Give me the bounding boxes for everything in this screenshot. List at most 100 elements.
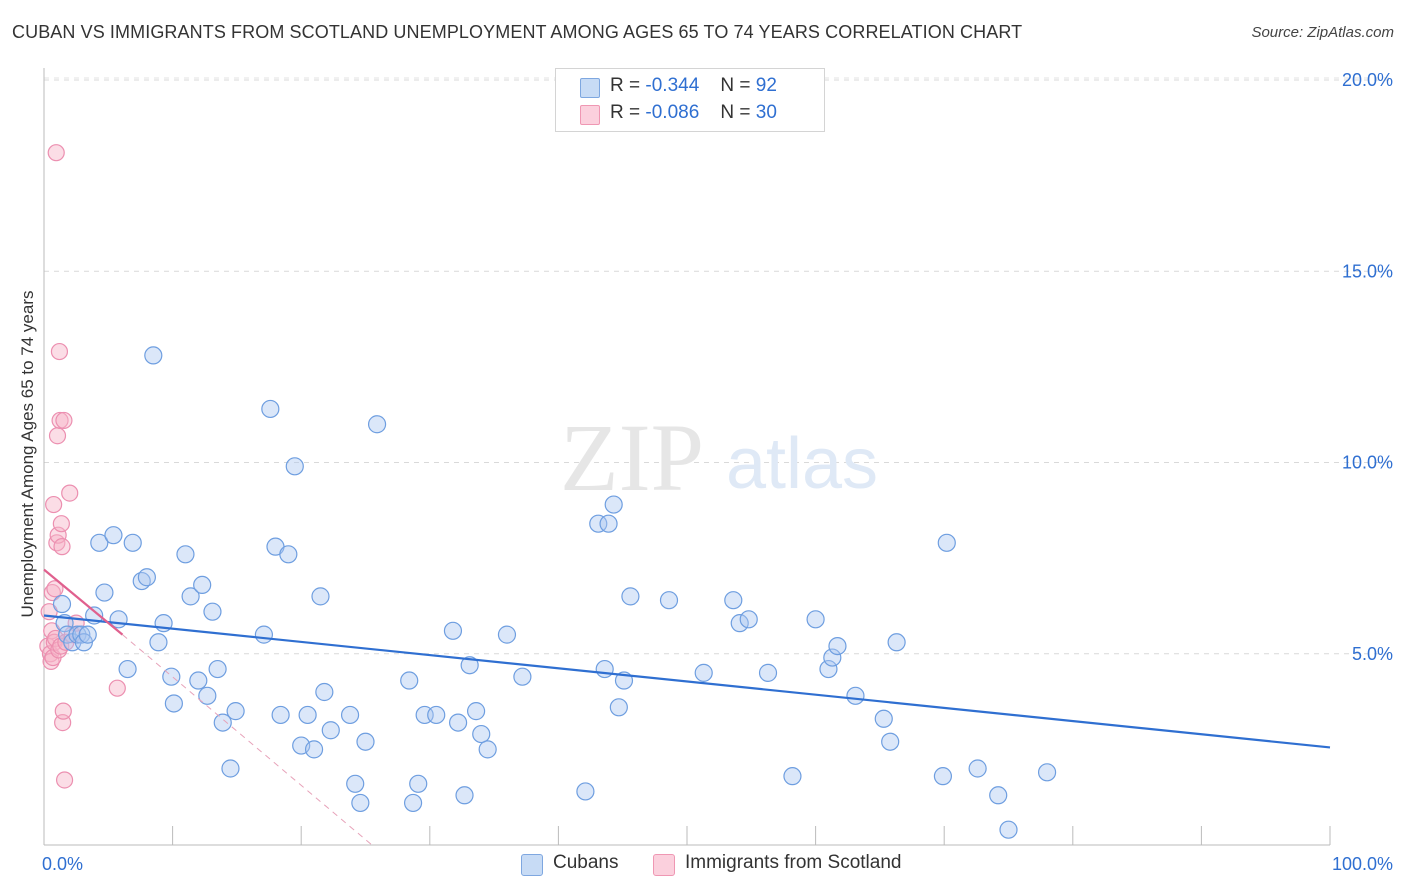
scotland-point	[52, 515, 70, 533]
cubans-point	[403, 793, 423, 813]
cubans-point	[95, 583, 114, 602]
cubans-point	[819, 659, 838, 679]
x-tick-label-max: 100.0%	[1332, 854, 1393, 874]
cubans-point	[783, 767, 802, 786]
cubans-point	[137, 568, 156, 587]
cubans-point	[828, 636, 847, 656]
cubans-point	[279, 545, 298, 564]
cubans-point	[118, 659, 137, 679]
cubans-point	[78, 625, 97, 644]
cubans-point	[739, 610, 758, 629]
cubans-point	[189, 671, 208, 690]
scotland-point	[48, 427, 67, 445]
cubans-point	[321, 721, 340, 740]
cubans-point	[513, 667, 532, 686]
cubans-point	[52, 594, 72, 614]
scotland-point	[61, 484, 79, 502]
bottom-legend-swatch-cubans	[521, 854, 543, 876]
cubans-trend-line	[43, 614, 1331, 749]
watermark: ZIP atlas	[560, 404, 878, 511]
cubans-point	[104, 526, 123, 545]
legend-n-label: N =	[720, 102, 751, 123]
cubans-point	[90, 533, 109, 552]
source-label: Source: ZipAtlas.com	[1251, 24, 1394, 41]
watermark-zip: ZIP	[560, 404, 704, 511]
legend-r-value: -0.344	[645, 75, 700, 96]
cubans-point	[455, 786, 474, 805]
cubans-point	[400, 671, 419, 690]
cubans-point	[203, 602, 222, 621]
scotland-point	[53, 538, 71, 556]
series-scotland-points	[39, 144, 126, 789]
bottom-legend-label-scotland: Immigrants from Scotland	[685, 852, 902, 873]
cubans-point	[887, 633, 906, 652]
cubans-point	[340, 705, 360, 725]
cubans-point	[198, 686, 217, 705]
cubans-point	[367, 415, 387, 434]
cubans-point	[285, 457, 304, 476]
cubans-point	[221, 759, 240, 778]
cubans-point	[346, 774, 365, 793]
cubans-point	[271, 705, 290, 725]
cubans-point	[304, 740, 324, 759]
cubans-point	[933, 767, 953, 786]
cubans-point	[999, 820, 1018, 839]
cubans-point	[881, 732, 900, 751]
cubans-point	[123, 533, 142, 552]
cubans-point	[595, 659, 614, 679]
y-axis-label: Unemployment Among Ages 65 to 74 years	[18, 290, 37, 618]
cubans-point	[621, 587, 640, 606]
cubans-point	[576, 782, 595, 801]
cubans-point	[311, 587, 330, 606]
scotland-point	[55, 771, 74, 789]
cubans-point	[356, 732, 375, 751]
cubans-point	[164, 694, 183, 713]
legend-r-value: -0.086	[645, 102, 700, 123]
cubans-point	[758, 663, 778, 682]
scotland-point	[54, 702, 72, 720]
cubans-point	[193, 575, 212, 595]
cubans-point	[724, 591, 743, 610]
cubans-point	[599, 514, 618, 533]
legend-swatch-cubans	[580, 78, 600, 98]
scotland-point	[50, 342, 69, 361]
bottom-legend-label-cubans: Cubans	[553, 852, 619, 873]
watermark-atlas: atlas	[726, 424, 878, 504]
x-tick-label-min: 0.0%	[42, 854, 83, 874]
cubans-point	[181, 587, 200, 606]
cubans-point	[589, 514, 608, 533]
scotland-point	[55, 411, 73, 430]
scotland-point	[108, 679, 126, 697]
cubans-point	[604, 495, 623, 514]
cubans-point	[609, 698, 628, 717]
bottom-legend-swatch-scotland	[653, 854, 675, 876]
cubans-point	[351, 793, 370, 813]
axes	[43, 68, 1331, 846]
scotland-point	[46, 580, 64, 598]
cubans-point	[176, 545, 195, 564]
cubans-point	[823, 648, 842, 667]
cubans-point	[208, 659, 227, 679]
cubans-point	[254, 625, 274, 644]
cubans-point	[846, 686, 865, 705]
cubans-point	[298, 705, 317, 725]
cubans-point	[478, 740, 497, 759]
cubans-point	[213, 713, 232, 732]
scotland-point	[45, 495, 63, 514]
cubans-point	[261, 399, 280, 419]
cubans-point	[497, 625, 517, 644]
cubans-point	[226, 702, 245, 721]
cubans-point	[315, 682, 334, 702]
tick-labels: 5.0% 10.0% 15.0% 20.0% 0.0% 100.0%	[42, 70, 1393, 874]
scotland-point	[51, 411, 69, 430]
cubans-point	[989, 786, 1008, 805]
legend-n-value: 92	[755, 75, 777, 96]
scotland-trend-extension	[122, 634, 373, 846]
y-tick-label: 5.0%	[1352, 644, 1393, 664]
cubans-point	[874, 709, 893, 728]
cubans-point	[1037, 763, 1057, 782]
cubans-point	[730, 614, 749, 633]
y-tick-label: 20.0%	[1342, 70, 1393, 90]
cubans-point	[806, 610, 825, 629]
